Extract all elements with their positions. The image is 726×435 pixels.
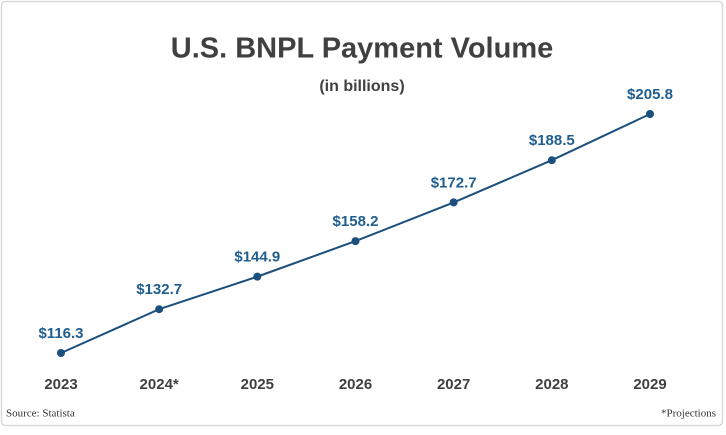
data-point: [547, 156, 556, 165]
data-point: [351, 237, 360, 246]
chart-subtitle: (in billions): [319, 78, 404, 95]
x-tick-label: 2029: [633, 376, 666, 393]
card-frame: [0, 0, 724, 427]
x-tick-label: 2024*: [140, 376, 179, 393]
data-point: [57, 349, 65, 357]
value-label: $144.9: [234, 249, 280, 266]
projection-note: *Projections: [661, 408, 716, 420]
source-note: Source: Statista: [6, 408, 75, 420]
data-point: [646, 110, 654, 118]
data-point: [253, 272, 262, 281]
data-point: [155, 305, 164, 314]
value-label: $116.3: [38, 325, 83, 342]
x-tick-label: 2023: [44, 376, 77, 393]
value-label: $205.8: [627, 86, 673, 103]
chart-title: U.S. BNPL Payment Volume: [171, 33, 553, 65]
value-label: $188.5: [529, 132, 575, 149]
value-label: $132.7: [136, 281, 182, 298]
x-tick-label: 2025: [241, 376, 274, 393]
x-tick-label: 2026: [339, 376, 372, 393]
data-point: [449, 198, 458, 207]
x-tick-label: 2028: [535, 376, 568, 393]
value-label: $172.7: [431, 174, 477, 191]
value-label: $158.2: [333, 213, 379, 230]
x-tick-label: 2027: [437, 376, 470, 393]
